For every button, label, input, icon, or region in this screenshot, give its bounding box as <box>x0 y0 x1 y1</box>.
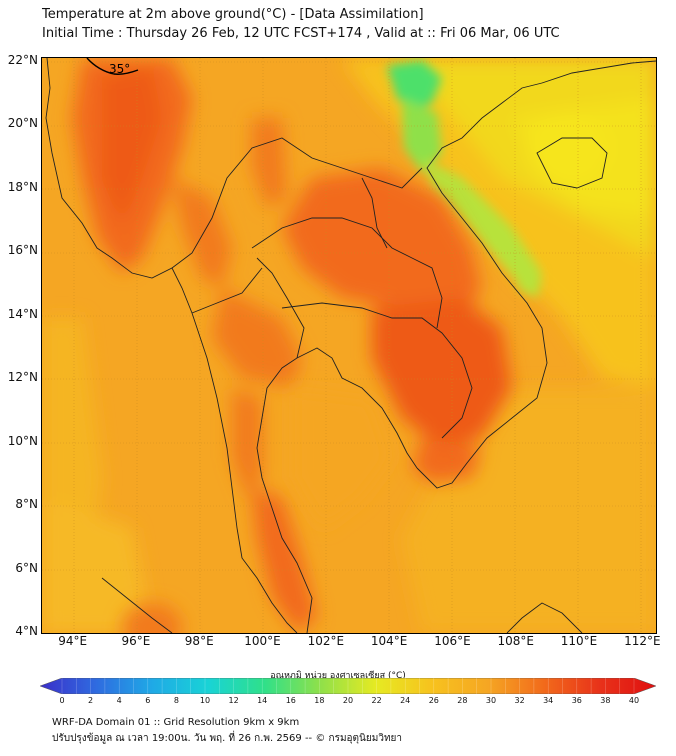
colorbar-tick-label: 26 <box>428 696 439 705</box>
lat-label: 12°N <box>7 370 38 385</box>
contour-label: 35° <box>109 62 130 76</box>
lon-label: 96°E <box>121 634 151 648</box>
lat-label: 18°N <box>7 179 38 194</box>
colorbar-tick-label: 8 <box>173 696 179 705</box>
colorbar-tick-label: 20 <box>342 696 354 705</box>
field-cold-layer <box>387 60 542 298</box>
lat-label: 22°N <box>7 52 38 67</box>
colorbar-tick-label: 32 <box>514 696 525 705</box>
footer-credit: ปรับปรุงข้อมูล ณ เวลา 19:00น. วัน พฤ. ที… <box>52 733 403 744</box>
lon-label: 98°E <box>184 634 214 648</box>
lon-label: 106°E <box>434 634 471 648</box>
coastlines-borders <box>45 58 656 633</box>
colorbar-tick-label: 10 <box>199 696 211 705</box>
lat-label: 4°N <box>15 624 38 638</box>
lon-label: 110°E <box>560 634 598 648</box>
lon-label: 102°E <box>307 634 345 648</box>
contour-35 <box>86 58 139 75</box>
lat-label: 14°N <box>7 306 38 321</box>
lon-label: 100°E <box>244 634 281 648</box>
lat-label: 20°N <box>7 116 38 131</box>
lat-label: 16°N <box>7 243 38 258</box>
footer-domain: WRF-DA Domain 01 :: Grid Resolution 9km … <box>52 717 300 728</box>
colorbar-tick-label: 18 <box>314 696 325 705</box>
lat-label: 8°N <box>15 497 38 512</box>
colorbar-tick-label: 40 <box>628 696 640 705</box>
colorbar-tick-label: 2 <box>88 696 94 705</box>
lat-label: 6°N <box>15 560 38 575</box>
chart-subtitle: Initial Time : Thursday 26 Feb, 12 UTC F… <box>42 26 560 41</box>
field-hot-layer <box>72 58 512 633</box>
colorbar-tick-label: 28 <box>457 696 468 705</box>
chart-title: Temperature at 2m above ground(°C) - [Da… <box>42 7 424 22</box>
colorbar-gradient <box>40 678 656 694</box>
colorbar-tick-label: 24 <box>400 696 411 705</box>
lon-label: 112°E <box>624 634 661 648</box>
colorbar-tick-label: 0 <box>59 696 65 705</box>
lon-label: 104°E <box>370 634 408 648</box>
colorbar-tick-label: 22 <box>371 696 382 705</box>
colorbar-tick-label: 12 <box>228 696 239 705</box>
map-canvas: 35° <box>42 58 656 633</box>
colorbar <box>40 678 656 694</box>
colorbar-tick-label: 36 <box>571 696 582 705</box>
lon-label: 108°E <box>497 634 534 648</box>
colorbar-tick-label: 30 <box>485 696 497 705</box>
lon-label: 94°E <box>58 634 88 648</box>
colorbar-tick-label: 34 <box>543 696 554 705</box>
colorbar-tick-label: 16 <box>285 696 296 705</box>
colorbar-label: อุณหภูมิ หน่วย องศาเซลเซียส (°C) <box>270 671 406 681</box>
colorbar-tick-label: 4 <box>116 696 122 705</box>
graticule <box>42 58 656 633</box>
field-sea-layer <box>292 388 392 528</box>
colorbar-tick-label: 38 <box>600 696 611 705</box>
colorbar-tick-label: 14 <box>257 696 268 705</box>
lat-label: 10°N <box>7 433 38 448</box>
colorbar-tick-label: 6 <box>145 696 151 705</box>
temperature-map[interactable]: 35° <box>41 57 657 634</box>
